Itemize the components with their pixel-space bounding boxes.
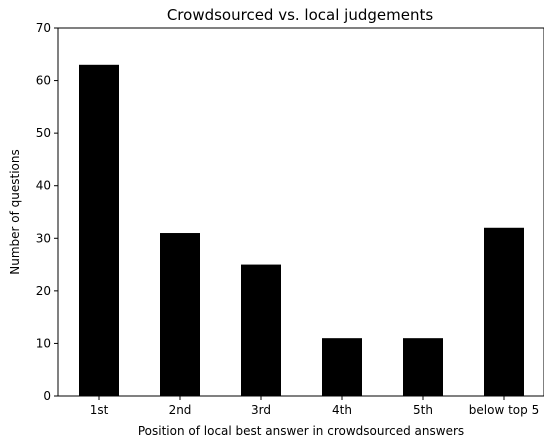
y-tick-label: 60 <box>36 74 51 88</box>
bar-6 <box>484 227 524 396</box>
bar-3 <box>241 264 281 396</box>
x-axis-label: Position of local best answer in crowdso… <box>138 424 464 438</box>
x-tick-label: 4th <box>332 403 352 417</box>
chart-title: Crowdsourced vs. local judgements <box>167 6 434 24</box>
bar-1 <box>79 64 119 397</box>
y-tick-label: 30 <box>36 231 51 245</box>
bar-4 <box>322 338 362 396</box>
x-tick-label: 3rd <box>251 403 271 417</box>
x-tick-label: below top 5 <box>469 403 539 417</box>
x-axis-ticks: 1st 2nd 3rd 4th 5th below top 5 <box>90 396 539 417</box>
bar-5 <box>403 338 443 396</box>
x-tick-label: 5th <box>413 403 433 417</box>
y-tick-label: 0 <box>43 389 51 403</box>
y-tick-label: 20 <box>36 284 51 298</box>
x-tick-label: 1st <box>90 403 109 417</box>
y-tick-label: 10 <box>36 336 51 350</box>
bar-2 <box>160 233 200 396</box>
bars-group <box>79 64 524 397</box>
y-tick-label: 40 <box>36 179 51 193</box>
y-tick-label: 70 <box>36 21 51 35</box>
y-axis-label: Number of questions <box>8 149 22 275</box>
y-tick-label: 50 <box>36 126 51 140</box>
y-axis-ticks: 0 10 20 30 40 50 60 70 <box>36 21 58 403</box>
x-tick-label: 2nd <box>169 403 192 417</box>
plot-frame <box>57 27 544 397</box>
